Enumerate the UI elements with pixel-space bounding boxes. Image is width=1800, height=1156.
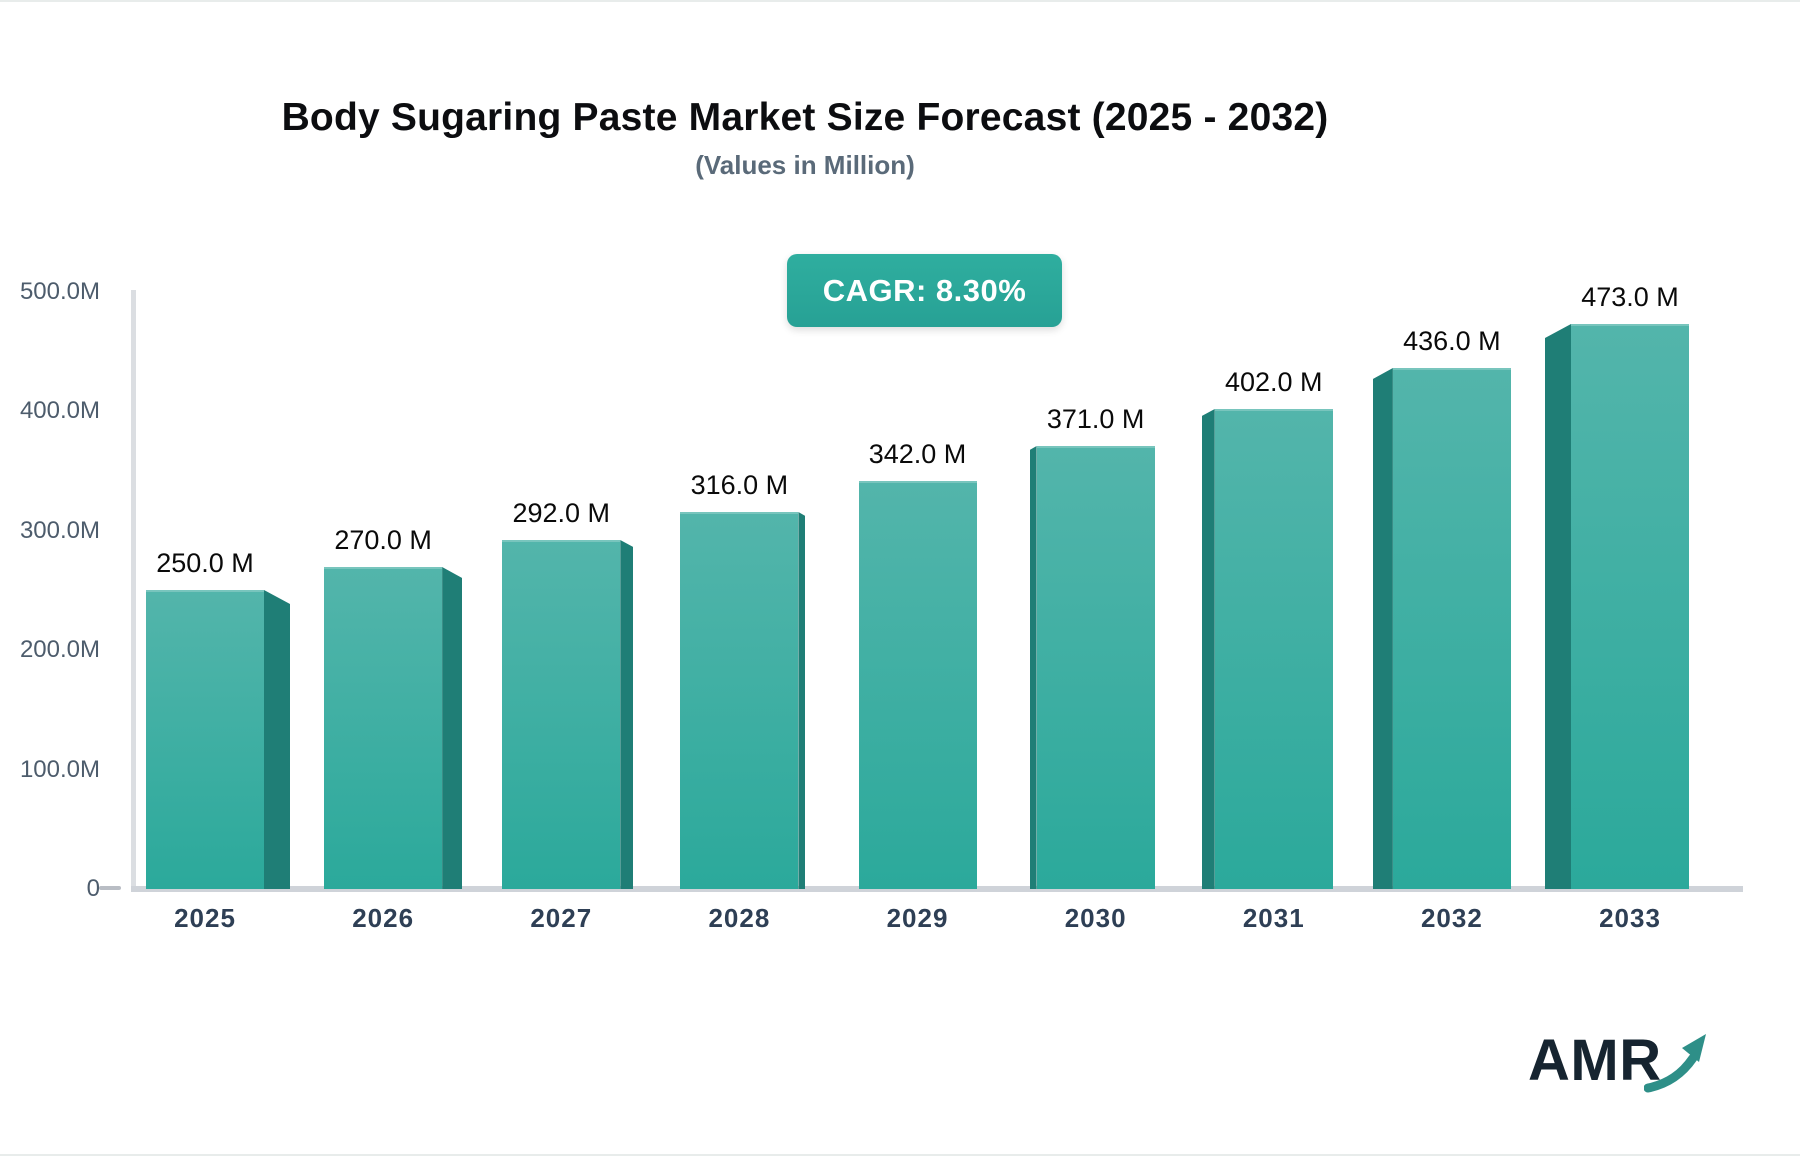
x-tick-label: 2028 (708, 903, 771, 933)
x-tick-label: 2029 (886, 903, 949, 933)
bar-value-label: 342.0 M (868, 439, 967, 469)
bar[interactable] (1392, 368, 1511, 889)
bar-value-label: 250.0 M (156, 548, 254, 578)
chart-subtitle: (Values in Million) (695, 150, 915, 180)
y-tick-label: 500.0M (19, 278, 100, 305)
x-axis-baseline (131, 886, 1743, 892)
x-tick-label: 2032 (1420, 903, 1483, 933)
bar-value-label: 292.0 M (512, 498, 611, 528)
bar-side-face (1372, 368, 1393, 889)
bar-side-face (798, 512, 806, 889)
bar[interactable] (324, 567, 443, 889)
bar-value-label: 473.0 M (1581, 282, 1679, 312)
cagr-badge-label: CAGR: 8.30% (822, 272, 1027, 308)
bar-value-label: 402.0 M (1224, 367, 1323, 397)
bar[interactable] (502, 540, 621, 889)
bar-side-face (1029, 446, 1037, 889)
growth-arrow-icon (1644, 1034, 1706, 1093)
amr-logo: AMR (1528, 1030, 1718, 1100)
x-tick-label: 2025 (174, 903, 236, 933)
y-axis-line (131, 290, 136, 889)
bar[interactable] (146, 590, 264, 889)
bar-side-face (264, 590, 290, 889)
x-tick-label: 2027 (530, 903, 593, 933)
y-tick-label: 100.0M (19, 755, 100, 783)
bar[interactable] (680, 512, 799, 889)
bar-side-face (620, 540, 634, 889)
bar-side-face (1201, 409, 1215, 889)
bar-value-label: 270.0 M (334, 525, 432, 555)
y-tick-label: 200.0M (19, 636, 100, 664)
amr-logo-text: AMR (1528, 1028, 1662, 1093)
chart-title: Body Sugaring Paste Market Size Forecast… (281, 96, 1329, 139)
bar-value-label: 436.0 M (1403, 326, 1501, 356)
cagr-badge: CAGR: 8.30% (787, 254, 1062, 327)
y-tick-label: 400.0M (19, 397, 100, 425)
bar-value-label: 371.0 M (1046, 404, 1145, 434)
x-tick-label: 2026 (352, 903, 415, 933)
bar[interactable] (858, 481, 977, 889)
bar-side-face (442, 567, 463, 889)
x-tick-label: 2033 (1599, 903, 1661, 933)
y-tick-label: 300.0M (19, 516, 100, 544)
bar[interactable] (1036, 446, 1155, 889)
x-tick-label: 2030 (1064, 903, 1127, 933)
y-tick-label: 0 (86, 875, 100, 902)
bar-side-face (1545, 324, 1571, 889)
bar[interactable] (1214, 409, 1333, 889)
bar-value-label: 316.0 M (690, 470, 789, 500)
zero-tick-mark (99, 886, 121, 890)
bar[interactable] (1571, 324, 1689, 889)
x-tick-label: 2031 (1242, 903, 1305, 933)
